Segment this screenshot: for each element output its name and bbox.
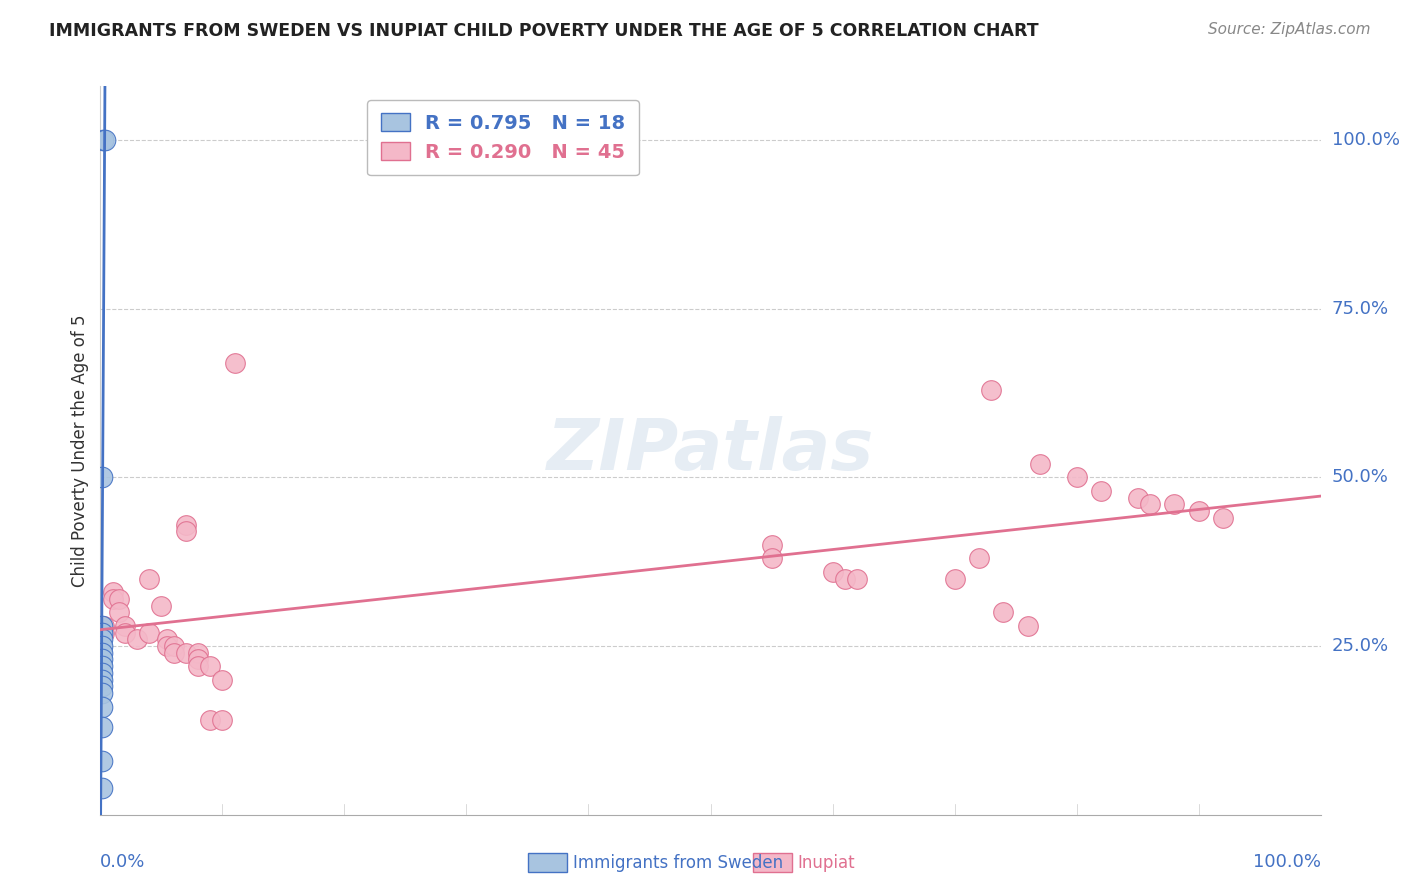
Text: Immigrants from Sweden: Immigrants from Sweden: [572, 854, 783, 871]
Point: [187, 646, 209, 660]
Text: 75.0%: 75.0%: [1331, 300, 1389, 318]
Point: [1029, 457, 1052, 471]
Y-axis label: Child Poverty Under the Age of 5: Child Poverty Under the Age of 5: [72, 314, 89, 587]
Text: ZIPatlas: ZIPatlas: [547, 416, 875, 485]
Point: [1163, 497, 1185, 511]
Point: [138, 625, 160, 640]
Point: [107, 591, 129, 606]
Point: [174, 524, 197, 539]
Point: [187, 659, 209, 673]
Point: [1188, 504, 1211, 518]
Point: [846, 572, 869, 586]
Legend: R = 0.795   N = 18, R = 0.290   N = 45: R = 0.795 N = 18, R = 0.290 N = 45: [367, 100, 640, 176]
Text: IMMIGRANTS FROM SWEDEN VS INUPIAT CHILD POVERTY UNDER THE AGE OF 5 CORRELATION C: IMMIGRANTS FROM SWEDEN VS INUPIAT CHILD …: [49, 22, 1039, 40]
Point: [94, 133, 117, 147]
Point: [93, 619, 115, 633]
Point: [224, 356, 246, 370]
Point: [198, 713, 221, 727]
Point: [90, 632, 112, 647]
Point: [138, 572, 160, 586]
Point: [761, 538, 783, 552]
Point: [821, 565, 844, 579]
Point: [1066, 470, 1088, 484]
Point: [198, 659, 221, 673]
Text: 0.0%: 0.0%: [100, 854, 146, 871]
Point: [125, 632, 148, 647]
Point: [90, 720, 112, 734]
Point: [90, 686, 112, 700]
Point: [211, 673, 233, 687]
Point: [114, 619, 136, 633]
Point: [1126, 491, 1149, 505]
Point: [187, 652, 209, 666]
Text: Inupiat: Inupiat: [797, 854, 855, 871]
Point: [1212, 511, 1234, 525]
Point: [101, 585, 124, 599]
Point: [90, 619, 112, 633]
Point: [993, 605, 1015, 619]
Point: [93, 625, 115, 640]
Text: Source: ZipAtlas.com: Source: ZipAtlas.com: [1208, 22, 1371, 37]
Point: [1017, 619, 1039, 633]
Point: [91, 133, 114, 147]
Point: [150, 599, 173, 613]
Point: [1139, 497, 1161, 511]
Text: 100.0%: 100.0%: [1253, 854, 1320, 871]
Point: [834, 572, 856, 586]
Point: [107, 605, 129, 619]
Point: [174, 646, 197, 660]
Point: [156, 632, 179, 647]
Text: 50.0%: 50.0%: [1331, 468, 1389, 486]
Point: [90, 780, 112, 795]
Point: [174, 517, 197, 532]
Point: [114, 625, 136, 640]
Point: [90, 652, 112, 666]
Point: [211, 713, 233, 727]
Point: [980, 383, 1002, 397]
Point: [943, 572, 966, 586]
Point: [1090, 483, 1112, 498]
Point: [90, 659, 112, 673]
Point: [90, 680, 112, 694]
Point: [90, 699, 112, 714]
Point: [90, 665, 112, 680]
Point: [90, 625, 112, 640]
Point: [90, 673, 112, 687]
Point: [90, 754, 112, 768]
Text: 100.0%: 100.0%: [1331, 131, 1400, 149]
Point: [162, 639, 184, 653]
Point: [156, 639, 179, 653]
Point: [101, 591, 124, 606]
Point: [90, 470, 112, 484]
Point: [967, 551, 990, 566]
Point: [90, 646, 112, 660]
Point: [761, 551, 783, 566]
Point: [90, 639, 112, 653]
Text: 25.0%: 25.0%: [1331, 637, 1389, 655]
Point: [162, 646, 184, 660]
